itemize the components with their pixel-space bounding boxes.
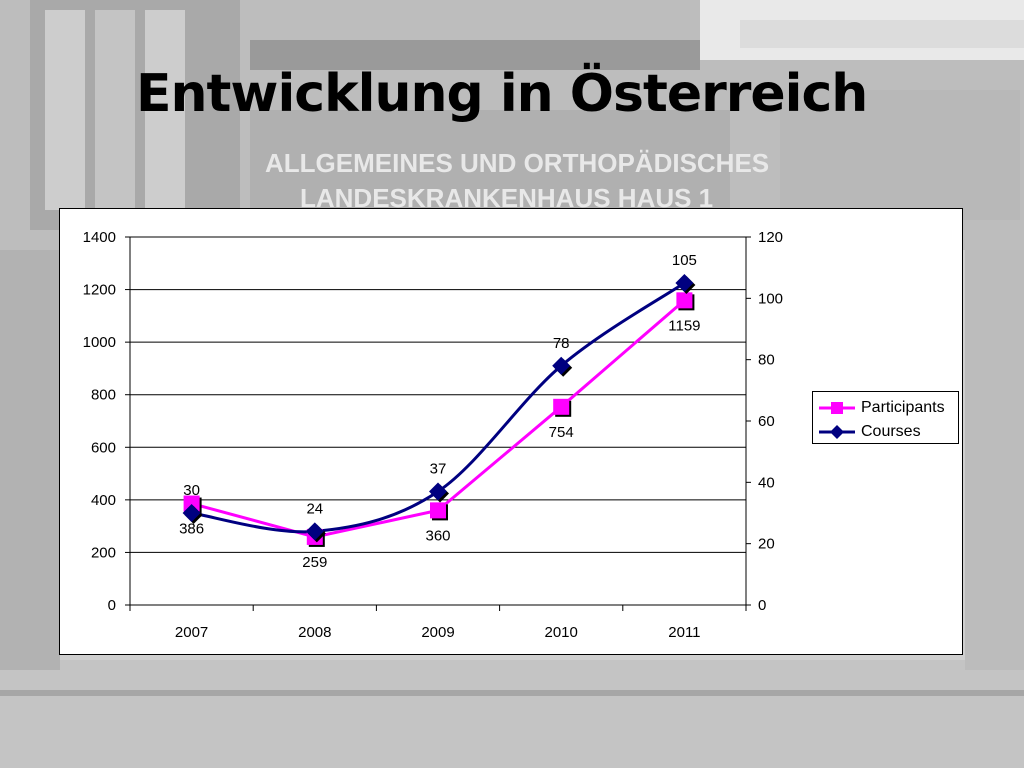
courses-data-label: 30 xyxy=(183,482,200,499)
y-right-tick-label: 80 xyxy=(758,352,775,369)
legend-item-courses: Courses xyxy=(813,422,958,442)
y-left-tick-label: 200 xyxy=(91,544,116,561)
courses-marker xyxy=(552,356,571,375)
y-right-tick-label: 100 xyxy=(758,290,783,307)
participants-data-label: 386 xyxy=(179,521,204,538)
courses-data-label: 78 xyxy=(553,335,570,352)
x-tick-label: 2010 xyxy=(545,624,578,641)
y-left-tick-label: 1400 xyxy=(83,229,116,246)
participants-data-label: 754 xyxy=(549,424,574,441)
chart-legend: Participants Courses xyxy=(812,391,959,444)
y-right-tick-label: 20 xyxy=(758,536,775,553)
y-right-tick-label: 40 xyxy=(758,474,775,491)
series-line-participants xyxy=(191,299,686,539)
legend-label-participants: Participants xyxy=(861,399,945,416)
background-sign-line1: ALLGEMEINES UND ORTHOPÄDISCHES xyxy=(265,148,769,178)
participants-marker xyxy=(676,292,693,309)
x-tick-label: 2011 xyxy=(668,624,700,641)
legend-square-marker-icon xyxy=(819,402,855,414)
y-left-tick-label: 0 xyxy=(108,597,116,614)
y-left-tick-label: 1000 xyxy=(83,334,116,351)
participants-marker xyxy=(553,398,570,415)
y-left-tick-label: 400 xyxy=(91,492,116,509)
y-left-tick-label: 600 xyxy=(91,439,116,456)
line-chart: 0 200 400 600 800 1000 1200 1400 0 20 40 60 80 100 120… xyxy=(83,229,783,641)
courses-data-label: 105 xyxy=(672,252,697,269)
courses-marker xyxy=(182,504,201,522)
courses-data-label: 37 xyxy=(430,461,447,478)
y-left-tick-label: 800 xyxy=(91,387,116,404)
participants-marker xyxy=(183,495,200,512)
courses-data-label: 24 xyxy=(306,500,323,517)
y-right-tick-label: 0 xyxy=(758,597,766,614)
x-tick-label: 2009 xyxy=(421,624,454,641)
y-right-tick-label: 60 xyxy=(758,413,775,430)
y-left-tick-label: 1200 xyxy=(83,282,116,299)
participants-data-label: 259 xyxy=(302,554,327,571)
slide-title: Entwicklung in Österreich xyxy=(136,64,868,124)
courses-marker xyxy=(305,522,324,541)
x-tick-label: 2007 xyxy=(175,624,208,641)
courses-marker xyxy=(429,482,447,501)
legend-label-courses: Courses xyxy=(861,423,921,440)
legend-item-participants: Participants xyxy=(813,398,958,418)
chart-container: 0 200 400 600 800 1000 1200 1400 0 20 40 60 80 100 120… xyxy=(59,208,963,655)
participants-data-label: 360 xyxy=(425,527,450,544)
courses-marker xyxy=(675,274,694,292)
legend-diamond-marker-icon xyxy=(819,425,855,439)
participants-marker xyxy=(430,502,446,519)
participants-data-label: 1159 xyxy=(668,317,700,334)
x-tick-label: 2008 xyxy=(298,624,331,641)
y-right-tick-label: 120 xyxy=(758,229,783,246)
